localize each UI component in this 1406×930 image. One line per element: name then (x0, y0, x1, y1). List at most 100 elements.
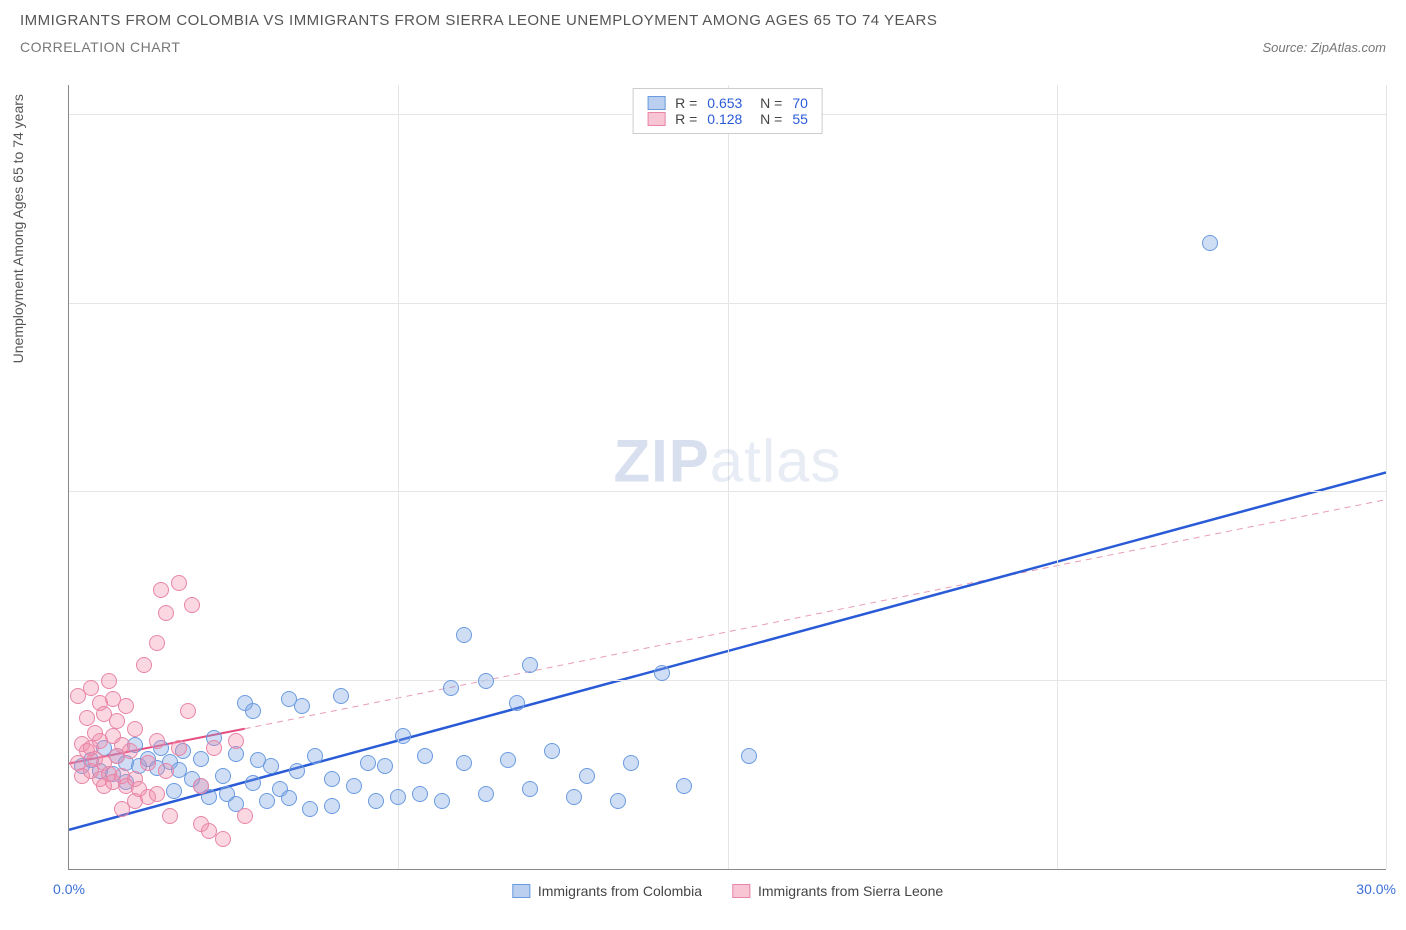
data-point (522, 781, 538, 797)
scatter-plot: ZIPatlas R = 0.653 N = 70 R = 0.128 N = … (68, 85, 1386, 870)
data-point (215, 831, 231, 847)
data-point (417, 748, 433, 764)
data-point (193, 778, 209, 794)
data-point (149, 733, 165, 749)
gridline-v (1386, 85, 1387, 869)
legend-label-1: Immigrants from Colombia (538, 883, 702, 899)
header: IMMIGRANTS FROM COLOMBIA VS IMMIGRANTS F… (0, 0, 1406, 55)
gridline-h (69, 303, 1386, 304)
data-point (136, 657, 152, 673)
data-point (478, 673, 494, 689)
legend-swatch-blue (647, 96, 665, 110)
data-point (412, 786, 428, 802)
data-point (162, 808, 178, 824)
data-point (324, 771, 340, 787)
data-point (456, 627, 472, 643)
legend-n-value-2: 55 (792, 111, 808, 127)
gridline-v (1057, 85, 1058, 869)
data-point (245, 703, 261, 719)
data-point (109, 713, 125, 729)
gridline-v (398, 85, 399, 869)
data-point (360, 755, 376, 771)
data-point (228, 733, 244, 749)
data-point (140, 755, 156, 771)
data-point (1202, 235, 1218, 251)
legend-n-label: N = (752, 95, 782, 111)
legend-label-2: Immigrants from Sierra Leone (758, 883, 943, 899)
data-point (368, 793, 384, 809)
y-tick-label: 25.0% (1396, 484, 1406, 500)
legend-swatch-blue (512, 884, 530, 898)
data-point (289, 763, 305, 779)
data-point (281, 790, 297, 806)
data-point (206, 740, 222, 756)
y-tick-label: 12.5% (1396, 673, 1406, 689)
data-point (79, 710, 95, 726)
data-point (149, 635, 165, 651)
y-axis-label: Unemployment Among Ages 65 to 74 years (10, 94, 26, 363)
data-point (237, 808, 253, 824)
stats-legend: R = 0.653 N = 70 R = 0.128 N = 55 (632, 88, 823, 134)
data-point (500, 752, 516, 768)
data-point (544, 743, 560, 759)
data-point (166, 783, 182, 799)
data-point (307, 748, 323, 764)
data-point (333, 688, 349, 704)
legend-r-label: R = (675, 95, 697, 111)
data-point (566, 789, 582, 805)
data-point (741, 748, 757, 764)
data-point (509, 695, 525, 711)
data-point (456, 755, 472, 771)
data-point (259, 793, 275, 809)
legend-r-value-1: 0.653 (707, 95, 742, 111)
data-point (127, 721, 143, 737)
data-point (215, 768, 231, 784)
data-point (158, 605, 174, 621)
data-point (83, 680, 99, 696)
y-tick-label: 37.5% (1396, 296, 1406, 312)
legend-swatch-pink (732, 884, 750, 898)
data-point (610, 793, 626, 809)
data-point (522, 657, 538, 673)
source-attribution: Source: ZipAtlas.com (1262, 40, 1386, 55)
data-point (171, 575, 187, 591)
data-point (171, 740, 187, 756)
chart-subtitle: CORRELATION CHART (20, 39, 180, 55)
data-point (390, 789, 406, 805)
y-tick-label: 50.0% (1396, 107, 1406, 123)
data-point (153, 582, 169, 598)
data-point (149, 786, 165, 802)
data-point (377, 758, 393, 774)
data-point (294, 698, 310, 714)
chart-title: IMMIGRANTS FROM COLOMBIA VS IMMIGRANTS F… (20, 12, 1386, 29)
legend-n-value-1: 70 (792, 95, 808, 111)
legend-swatch-pink (647, 112, 665, 126)
data-point (346, 778, 362, 794)
data-point (263, 758, 279, 774)
legend-r-label: R = (675, 111, 697, 127)
data-point (245, 775, 261, 791)
data-point (434, 793, 450, 809)
chart-area: Unemployment Among Ages 65 to 74 years Z… (20, 85, 1386, 910)
data-point (676, 778, 692, 794)
data-point (395, 728, 411, 744)
gridline-h (69, 491, 1386, 492)
legend-n-label: N = (752, 111, 782, 127)
data-point (623, 755, 639, 771)
data-point (118, 698, 134, 714)
data-point (443, 680, 459, 696)
gridline-v (728, 85, 729, 869)
data-point (478, 786, 494, 802)
gridline-h (69, 680, 1386, 681)
x-tick-label: 30.0% (1356, 881, 1396, 897)
data-point (180, 703, 196, 719)
data-point (302, 801, 318, 817)
data-point (184, 597, 200, 613)
legend-r-value-2: 0.128 (707, 111, 742, 127)
data-point (101, 673, 117, 689)
data-point (324, 798, 340, 814)
data-point (579, 768, 595, 784)
x-tick-label: 0.0% (53, 881, 85, 897)
series-legend: Immigrants from Colombia Immigrants from… (512, 883, 943, 899)
data-point (122, 743, 138, 759)
